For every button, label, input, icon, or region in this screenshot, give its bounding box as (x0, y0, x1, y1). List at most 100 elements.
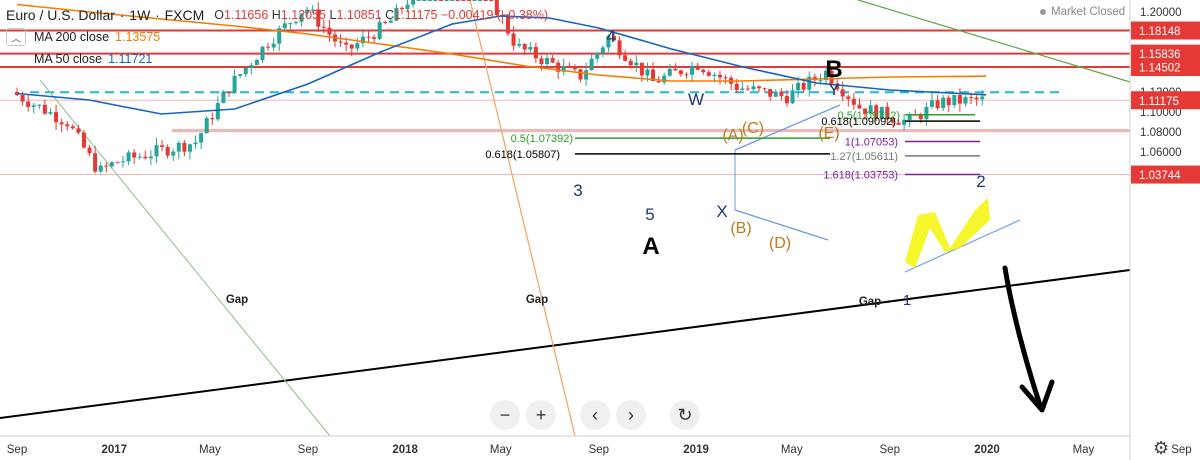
candle-body[interactable] (879, 106, 884, 119)
candle-body[interactable] (528, 46, 533, 50)
candle-body[interactable] (634, 62, 639, 66)
candle[interactable] (723, 74, 728, 84)
candle-body[interactable] (935, 100, 940, 109)
candle[interactable] (54, 104, 59, 131)
candle[interactable] (455, 0, 460, 1)
candle[interactable] (946, 95, 951, 113)
candle-body[interactable] (243, 67, 248, 75)
candle-body[interactable] (561, 65, 566, 72)
candle-body[interactable] (606, 36, 611, 48)
candle-body[interactable] (249, 65, 254, 68)
candle-body[interactable] (929, 100, 935, 107)
candle[interactable] (511, 26, 516, 51)
candle[interactable] (611, 32, 616, 42)
candle-body[interactable] (215, 103, 220, 120)
candle[interactable] (561, 58, 566, 76)
candle[interactable] (902, 114, 907, 131)
candle[interactable] (305, 6, 310, 18)
candle[interactable] (249, 62, 254, 75)
candle[interactable] (93, 145, 98, 174)
candle[interactable] (199, 132, 204, 149)
candle[interactable] (706, 69, 711, 77)
candle[interactable] (857, 98, 862, 110)
candle[interactable] (176, 140, 181, 160)
candle-body[interactable] (20, 95, 25, 102)
candle-body[interactable] (656, 81, 661, 83)
candle[interactable] (617, 36, 622, 59)
green-fan-line-right[interactable] (857, 0, 1131, 83)
candle[interactable] (606, 34, 611, 53)
candle[interactable] (143, 150, 148, 160)
candle[interactable] (684, 72, 689, 79)
candle[interactable] (154, 137, 159, 164)
candle-body[interactable] (394, 7, 399, 21)
candle-body[interactable] (277, 28, 282, 44)
candle-body[interactable] (924, 106, 929, 120)
minus-icon[interactable]: − (490, 400, 520, 430)
candle-body[interactable] (310, 9, 315, 11)
candle[interactable] (160, 140, 165, 152)
candle-body[interactable] (829, 70, 834, 84)
candle-body[interactable] (472, 0, 477, 1)
candle-body[interactable] (182, 142, 187, 152)
candle-body[interactable] (271, 43, 276, 48)
candle-body[interactable] (148, 156, 153, 159)
candle[interactable] (282, 18, 287, 31)
ma50-row[interactable]: MA 50 close 1.11721 (6, 48, 548, 70)
candle-body[interactable] (466, 0, 471, 1)
candle[interactable] (963, 95, 968, 107)
wedge-lower-line[interactable] (904, 219, 1021, 273)
candle-body[interactable] (154, 145, 159, 157)
candle-body[interactable] (706, 72, 711, 76)
candle[interactable] (187, 143, 192, 160)
candle-body[interactable] (377, 22, 382, 39)
candle[interactable] (651, 62, 656, 82)
candle[interactable] (327, 19, 332, 42)
candle-body[interactable] (383, 22, 388, 24)
candle[interactable] (757, 85, 762, 92)
reset-icon[interactable]: ↻ (670, 400, 700, 430)
candle-body[interactable] (740, 88, 745, 90)
candle-body[interactable] (773, 91, 778, 97)
symbol-title[interactable]: Euro / U.S. Dollar (6, 7, 115, 23)
candle-body[interactable] (918, 115, 923, 120)
ma200-row[interactable]: ︿ MA 200 close 1.13575 (6, 26, 548, 48)
candle[interactable] (433, 0, 438, 1)
candle-body[interactable] (768, 88, 773, 97)
candle-body[interactable] (835, 83, 840, 90)
candle[interactable] (37, 104, 42, 110)
candle[interactable] (929, 93, 935, 109)
candle-body[interactable] (941, 97, 946, 109)
candle-body[interactable] (645, 69, 650, 76)
candle[interactable] (751, 80, 756, 91)
candle-body[interactable] (461, 0, 466, 1)
long-term-trendline[interactable] (0, 269, 1131, 419)
candle-body[interactable] (171, 151, 176, 156)
candle-body[interactable] (818, 80, 823, 82)
candle-body[interactable] (65, 124, 70, 127)
candle-body[interactable] (662, 75, 667, 83)
candle[interactable] (411, 0, 416, 8)
candle[interactable] (745, 85, 750, 91)
candle[interactable] (790, 84, 795, 104)
candle-body[interactable] (305, 9, 310, 14)
candle[interactable] (383, 20, 388, 25)
candle-body[interactable] (762, 88, 767, 90)
candle-body[interactable] (723, 77, 728, 79)
candle-body[interactable] (874, 105, 879, 119)
candle-body[interactable] (556, 62, 561, 72)
candle[interactable] (221, 90, 226, 104)
candle-body[interactable] (137, 156, 142, 158)
candle-body[interactable] (957, 94, 962, 104)
candle[interactable] (372, 34, 377, 43)
candle-body[interactable] (623, 55, 628, 61)
candle-body[interactable] (433, 0, 438, 1)
candle[interactable] (204, 116, 209, 134)
candle-body[interactable] (796, 82, 801, 91)
candle[interactable] (422, 0, 427, 1)
candle-body[interactable] (338, 41, 343, 43)
orange-fan-line[interactable] (469, 0, 576, 437)
candle-body[interactable] (26, 101, 31, 107)
candle[interactable] (193, 135, 198, 149)
